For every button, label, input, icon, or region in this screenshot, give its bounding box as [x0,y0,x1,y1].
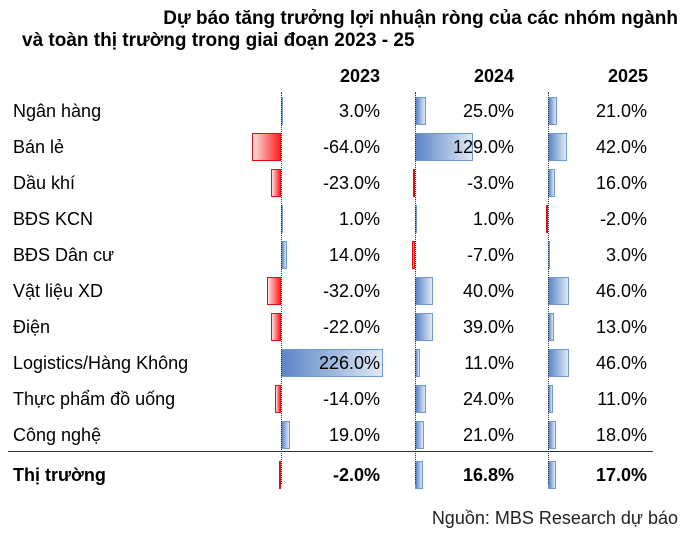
table-row: Điện -22.0% 39.0% 13.0% [0,310,700,346]
row-label: Vật liệu XD [13,281,104,301]
table-row: BĐS Dân cư 14.0% -7.0% 3.0% [0,238,700,274]
value-2025: 16.0% [595,173,647,193]
source-note: Nguồn: MBS Research dự báo [431,508,678,528]
table-row: BĐS KCN 1.0% 1.0% -2.0% [0,202,700,238]
row-label: Thị trường [13,465,106,485]
data-bar-2025 [548,421,557,449]
value-2025: 11.0% [597,389,647,409]
zero-axis-2025 [548,92,549,484]
data-bar-2023 [274,385,281,413]
value-2023: -22.0% [322,317,380,337]
value-2025: -2.0% [599,209,647,229]
value-2024: 11.0% [464,353,514,373]
total-separator-line [8,451,653,452]
table-row-total: Thị trường -2.0% 16.8% 17.0% [0,458,700,494]
value-2024: -3.0% [466,173,514,193]
value-2024: 24.0% [462,389,514,409]
value-2023: 3.0% [338,101,380,121]
data-bar-2023 [270,169,281,197]
data-bar-2023 [271,313,281,341]
value-2025: 46.0% [595,281,647,301]
table-row: Bán lẻ -64.0% 129.0% 42.0% [0,130,700,166]
chart-title-line1: Dự báo tăng trưởng lợi nhuận ròng của cá… [163,8,678,29]
value-2025: 17.0% [595,465,647,485]
table-row: Thực phẩm đồ uống -14.0% 24.0% 11.0% [0,382,700,418]
data-bar-2023 [266,277,281,305]
data-bar-2024 [415,461,423,489]
value-2024: 39.0% [462,317,514,337]
value-2025: 21.0% [595,101,647,121]
data-bar-2023 [252,133,281,161]
value-2024: 16.8% [462,465,514,485]
table-row: Dầu khí -23.0% -3.0% 16.0% [0,166,700,202]
data-bar-2024 [411,241,415,269]
row-label: BĐS KCN [13,209,94,229]
table-row: Công nghệ 19.0% 21.0% 18.0% [0,418,700,454]
column-header-2023: 2023 [339,66,380,86]
value-2025: 18.0% [595,425,647,445]
value-2025: 42.0% [595,137,647,157]
value-2025: 46.0% [595,353,647,373]
data-bar-2023 [279,461,281,489]
value-2023: 14.0% [328,245,380,265]
table-row: Ngân hàng 3.0% 25.0% 21.0% [0,94,700,130]
value-2024: 40.0% [462,281,514,301]
data-bar-2025 [548,461,556,489]
value-2023: -23.0% [322,173,380,193]
data-bar-2024 [415,133,474,161]
row-label: Điện [13,317,51,337]
data-bar-2024 [413,169,415,197]
value-2023: -64.0% [322,137,380,157]
row-label: BĐS Dân cư [13,245,115,265]
value-2023: -32.0% [322,281,380,301]
table-row: Logistics/Hàng Không 226.0% 11.0% 46.0% [0,346,700,382]
value-2023: 226.0% [318,353,380,373]
value-2025: 13.0% [595,317,647,337]
chart-title-line2: và toàn thị trường trong giai đoạn 2023 … [22,30,415,51]
value-2023: 19.0% [328,425,380,445]
row-label: Dầu khí [13,173,76,193]
table-row: Vật liệu XD -32.0% 40.0% 46.0% [0,274,700,310]
value-2025: 3.0% [605,245,647,265]
value-2024: 129.0% [452,137,514,157]
row-label: Logistics/Hàng Không [13,353,189,373]
row-label: Thực phẩm đồ uống [13,389,176,409]
zero-axis-2023 [281,92,282,484]
column-header-2025: 2025 [607,66,648,86]
value-2023: 1.0% [338,209,380,229]
data-bar-2025 [548,169,556,197]
row-label: Công nghệ [13,425,102,445]
value-2024: 1.0% [472,209,514,229]
data-bar-2025 [546,205,548,233]
chart-title: Dự báo tăng trưởng lợi nhuận ròng của cá… [0,8,678,52]
row-label: Ngân hàng [13,101,102,121]
value-2024: 25.0% [462,101,514,121]
row-label: Bán lẻ [13,137,65,157]
data-bar-2023 [281,421,290,449]
zero-axis-2024 [415,92,416,484]
value-2024: 21.0% [462,425,514,445]
value-2023: -14.0% [322,389,380,409]
data-bar-2023 [281,349,383,377]
value-2024: -7.0% [466,245,514,265]
value-2023: -2.0% [332,465,380,485]
column-header-2024: 2024 [473,66,514,86]
